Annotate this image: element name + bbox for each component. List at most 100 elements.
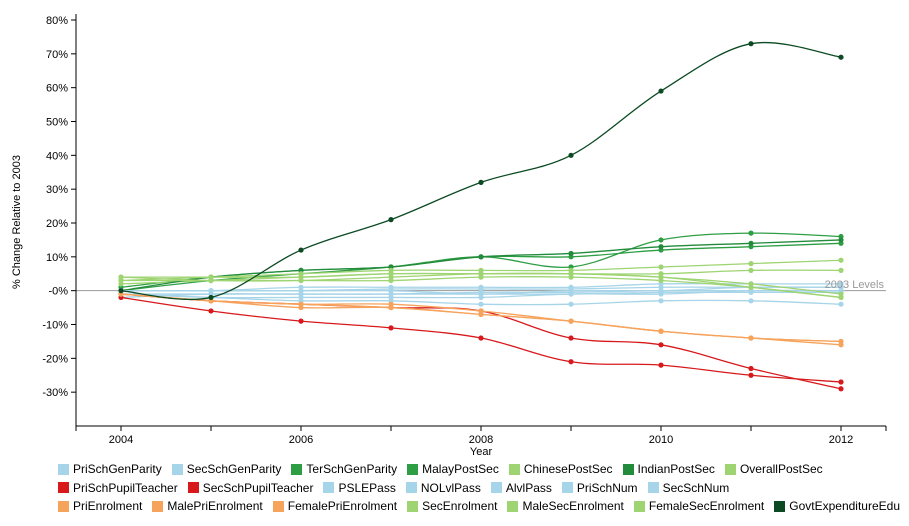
legend-item-alvl-pass: AlvlPass <box>490 481 552 495</box>
data-point <box>658 298 664 304</box>
y-tick-label: 50% <box>46 117 68 129</box>
series-female-pri-enrolment <box>118 291 844 345</box>
y-tick: -10% <box>42 320 76 332</box>
legend-label: SecEnrolment <box>422 499 498 514</box>
legend-item-female-sec-enrolment: FemaleSecEnrolment <box>633 499 765 514</box>
data-point <box>658 274 664 280</box>
data-point <box>388 284 394 290</box>
legend-row: PriEnrolment MalePriEnrolment FemalePriEnr… <box>58 497 908 516</box>
data-point <box>658 237 664 243</box>
legend-label: FemaleSecEnrolment <box>648 499 765 514</box>
data-point <box>748 335 754 341</box>
legend-label: GovtExpenditureEdu <box>789 499 901 514</box>
data-point <box>838 386 844 392</box>
series-line <box>120 41 842 301</box>
legend-label: FemalePriEnrolment <box>287 499 398 514</box>
data-point <box>748 261 754 267</box>
data-point <box>748 281 754 287</box>
legend-item-overall-post-sec: OverallPostSec <box>724 462 823 476</box>
legend-swatch <box>171 463 183 475</box>
data-point <box>658 88 664 94</box>
series-pri-sch-pupil-teacher <box>118 294 844 385</box>
x-axis: 2004 2006 2008 2010 2012 <box>75 425 887 446</box>
legend-label: MalayPostSec <box>422 462 499 477</box>
data-point <box>118 288 124 294</box>
y-tick-label: 80% <box>46 15 68 27</box>
legend-label: IndianPostSec <box>637 462 715 477</box>
data-point <box>838 237 844 243</box>
legend-item-sec-enrolment: SecEnrolment <box>407 499 497 513</box>
legend-swatch <box>622 463 634 475</box>
legend-item-pri-enrolment: PriEnrolment <box>58 499 142 513</box>
y-tick: 80% <box>46 15 76 27</box>
legend-label: NOLvlPass <box>420 480 481 495</box>
data-point <box>838 291 844 297</box>
data-point <box>298 284 304 290</box>
legend: PriSchGenParity SecSchGenParity TerSchGenP… <box>58 460 908 516</box>
series-line <box>120 293 842 390</box>
data-point <box>388 304 394 311</box>
legend-row: PriSchGenParity SecSchGenParity TerSchGenP… <box>58 460 908 479</box>
legend-label: SecSchNum <box>662 480 730 495</box>
legend-swatch <box>272 500 284 512</box>
data-point <box>478 271 484 277</box>
data-point <box>298 301 304 307</box>
data-point <box>208 288 214 294</box>
data-point <box>748 240 754 246</box>
data-point <box>658 342 664 348</box>
legend-item-pslepass: PSLEPass <box>323 481 396 495</box>
legend-item-sec-sch-pupil-teacher: SecSchPupilTeacher <box>187 480 314 495</box>
y-tick-label: 60% <box>46 83 68 95</box>
data-point <box>388 217 394 223</box>
data-point <box>658 288 664 294</box>
legend-swatch <box>407 463 419 475</box>
data-point <box>208 294 214 301</box>
data-point <box>208 308 214 314</box>
legend-swatch <box>490 482 502 494</box>
legend-item-govt-expenditure-edu: GovtExpenditureEdu <box>774 499 900 513</box>
legend-label: PriEnrolment <box>73 499 143 514</box>
legend-item-female-pri-enrolment: FemalePriEnrolment <box>272 499 398 514</box>
y-tick: 50% <box>46 117 76 129</box>
data-point <box>298 274 304 280</box>
y-tick-label: 40% <box>46 150 68 162</box>
legend-swatch <box>407 500 419 512</box>
y-axis-label: % Change Relative to 2003 <box>11 155 23 289</box>
y-tick-label: -0% <box>48 286 68 298</box>
data-point <box>568 250 574 257</box>
legend-label: SecSchPupilTeacher <box>202 480 314 495</box>
data-point <box>388 325 394 331</box>
data-point <box>748 365 754 372</box>
x-axis-label: Year <box>470 446 493 458</box>
legend-label: ChinesePostSec <box>523 462 613 477</box>
legend-item-pri-sch-pupil-teacher: PriSchPupilTeacher <box>58 481 178 495</box>
data-point <box>118 274 124 280</box>
data-point <box>568 301 574 307</box>
data-point <box>658 328 664 334</box>
data-point <box>478 335 484 341</box>
x-tick-label: 2010 <box>649 434 673 446</box>
data-point <box>748 267 754 273</box>
series-female-sec-enrolment <box>118 271 844 297</box>
data-point <box>478 284 484 290</box>
data-point <box>298 318 304 324</box>
data-point <box>658 244 664 250</box>
y-tick: -30% <box>42 387 76 399</box>
legend-swatch <box>58 482 69 494</box>
data-point <box>838 379 844 385</box>
y-tick-label: 70% <box>46 49 68 61</box>
line-chart: -30%-20%-10%-0%10%20%30%40%50%60%70%80% … <box>11 14 887 458</box>
data-point <box>748 372 754 378</box>
data-point <box>478 179 484 185</box>
legend-swatch <box>561 482 573 494</box>
legend-label: SecSchGenParity <box>186 462 282 477</box>
series-layer <box>118 41 844 392</box>
legend-swatch <box>291 463 303 475</box>
legend-label: TerSchGenParity <box>306 462 398 477</box>
data-point <box>568 335 574 341</box>
data-point <box>658 362 664 368</box>
legend-label: MalePriEnrolment <box>167 499 263 514</box>
y-tick-label: 30% <box>46 184 68 196</box>
legend-item-male-sec-enrolment: MaleSecEnrolment <box>507 499 624 513</box>
y-tick-label: 20% <box>46 218 68 230</box>
